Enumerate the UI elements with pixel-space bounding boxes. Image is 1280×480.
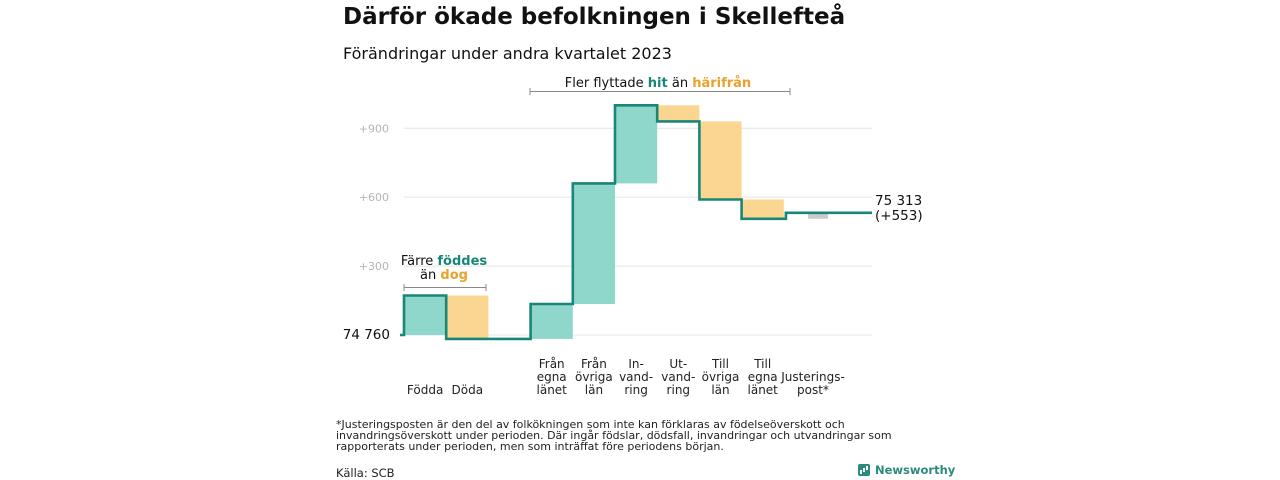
migration-annotation-prefix: Fler flyttade — [565, 76, 648, 91]
start-value-label: 74 760 — [343, 327, 390, 343]
birth-annotation-orange: dog — [440, 268, 468, 283]
chart-subtitle: Förändringar under andra kvartalet 2023 — [343, 44, 672, 63]
x-axis-label: län — [585, 383, 603, 397]
chart-title: Därför ökade befolkningen i Skellefteå — [343, 4, 846, 30]
birth-annotation-bracket — [403, 284, 487, 291]
x-axis-labels: Födda DödaFrånegnalänetFrånövrigalänIn-va… — [407, 357, 845, 397]
y-axis-ticks: +300 +600 +900 — [359, 122, 389, 273]
x-axis-label: Från — [539, 357, 565, 371]
end-value-label: 75 313 — [875, 193, 922, 209]
x-axis-label: Till — [753, 357, 771, 371]
bar-utvandring — [657, 105, 700, 122]
footnote: *Justeringsposten är den del av folkökni… — [336, 418, 892, 453]
y-tick-label: +600 — [359, 191, 389, 204]
migration-annotation-teal: hit — [648, 76, 668, 91]
x-axis-label: vand- — [619, 370, 653, 384]
bar-frånegnalänet — [530, 303, 573, 339]
migration-annotation-orange: härifrån — [692, 76, 751, 91]
x-axis-label: Justerings- — [780, 370, 845, 384]
y-tick-label: +300 — [359, 260, 389, 273]
x-axis-label: ring — [624, 383, 648, 397]
x-axis-label: egna — [748, 370, 778, 384]
birth-annotation-prefix: Färre — [401, 254, 438, 269]
bar-födda — [404, 295, 447, 335]
bar-tillegnalänet — [741, 199, 784, 219]
x-axis-label: övriga — [702, 370, 740, 384]
waterfall-chart: +300+600+900 Födda DödaFrånegnalänetFrånö… — [343, 76, 923, 397]
migration-annotation-text: Fler flyttade hit än härifrån — [565, 76, 751, 91]
birth-annotation-line1: Färre föddes — [401, 254, 488, 269]
x-axis-label: vand- — [661, 370, 695, 384]
birth-annotation-teal: föddes — [437, 254, 487, 269]
x-axis-label: Till — [711, 357, 729, 371]
bar-tillövrigalän — [699, 121, 742, 200]
bar-invandring — [615, 105, 658, 184]
bar-justeringspost — [808, 212, 829, 219]
x-axis-label: länet — [537, 383, 568, 397]
migration-annotation: Fler flyttade hit än härifrån — [529, 76, 791, 95]
x-axis-label: Födda — [407, 383, 443, 397]
x-axis-label: län — [711, 383, 729, 397]
waterfall-bars — [404, 105, 829, 339]
cumulative-step-line — [400, 104, 872, 341]
bar-döda — [446, 295, 489, 339]
birth-annotation-mid: än — [420, 268, 440, 283]
x-axis-label: länet — [748, 383, 779, 397]
end-change-label: (+553) — [875, 208, 923, 224]
x-axis-label: In- — [628, 357, 643, 371]
birth-annotation: Färre föddes än dog — [401, 254, 488, 291]
migration-annotation-bracket — [529, 88, 791, 95]
x-axis-label: Från — [581, 357, 607, 371]
x-axis-label: egna — [537, 370, 567, 384]
source-label: Källa: SCB — [336, 466, 395, 480]
x-axis-label: ring — [667, 383, 691, 397]
newsworthy-logo-icon — [858, 464, 870, 476]
waterfall-step-line — [400, 104, 872, 341]
migration-annotation-mid: än — [668, 76, 692, 91]
brand-logo-group[interactable]: Newsworthy — [858, 463, 955, 477]
birth-annotation-line2: än dog — [420, 268, 468, 283]
x-axis-label: Ut- — [669, 357, 687, 371]
x-axis-label: övriga — [575, 370, 613, 384]
y-tick-label: +900 — [359, 122, 389, 135]
bar-frånövrigalän — [572, 183, 615, 304]
x-axis-label: Döda — [452, 383, 484, 397]
brand-name: Newsworthy — [875, 463, 956, 477]
x-axis-label: post* — [797, 383, 829, 397]
